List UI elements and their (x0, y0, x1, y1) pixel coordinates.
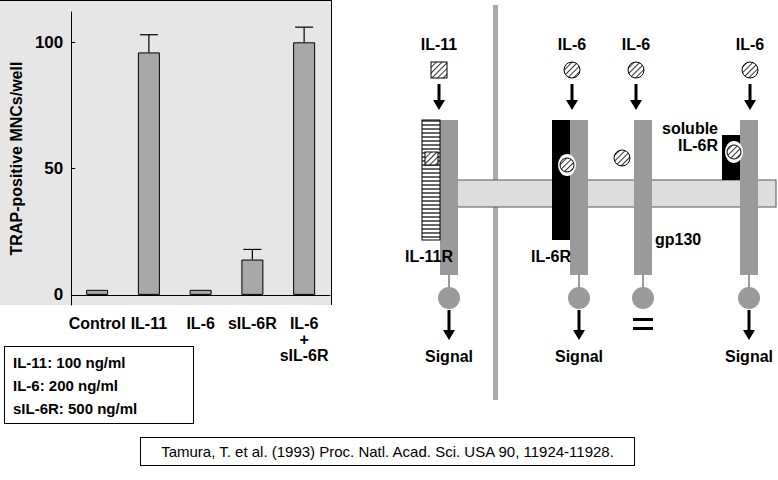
svg-text:0: 0 (54, 285, 63, 304)
svg-text:100: 100 (35, 33, 63, 52)
html-text:Tamura, T. et al. (1993) Proc.: Tamura, T. et al. (1993) Proc. Natl. Aca… (161, 443, 614, 460)
svg-text:IL-11: IL-11 (421, 36, 458, 53)
svg-text:soluble: soluble (662, 120, 718, 137)
svg-text:Signal: Signal (725, 348, 773, 365)
svg-text:sIL-6R: sIL-6R (280, 347, 329, 364)
svg-text:IL-6: IL-6 (290, 315, 319, 332)
svg-text:IL-6: IL-6 (622, 36, 651, 53)
svg-text:50: 50 (44, 159, 63, 178)
svg-text:IL-11R: IL-11R (405, 248, 453, 265)
svg-text:Control: Control (69, 315, 126, 332)
svg-text:Signal: Signal (555, 348, 603, 365)
svg-text:+: + (299, 331, 308, 348)
svg-text:IL-6R: IL-6R (678, 137, 718, 154)
svg-text:IL-11: IL-11 (131, 315, 168, 332)
svg-text:gp130: gp130 (655, 231, 701, 248)
html-text:IL-11: 100 ng/ml: IL-11: 100 ng/ml (13, 354, 126, 371)
svg-text:IL-6: IL-6 (558, 36, 587, 53)
svg-text:sIL-6R: sIL-6R (228, 315, 277, 332)
svg-text:IL-6: IL-6 (736, 36, 765, 53)
svg-text:Signal: Signal (425, 348, 473, 365)
html-text:sIL-6R: 500 ng/ml: sIL-6R: 500 ng/ml (13, 400, 138, 417)
html-text:IL-6: 200 ng/ml: IL-6: 200 ng/ml (13, 377, 118, 394)
svg-text:IL-6R: IL-6R (531, 248, 571, 265)
svg-text:IL-6: IL-6 (186, 315, 215, 332)
svg-text:TRAP-positive MNCs/well: TRAP-positive MNCs/well (8, 62, 25, 256)
